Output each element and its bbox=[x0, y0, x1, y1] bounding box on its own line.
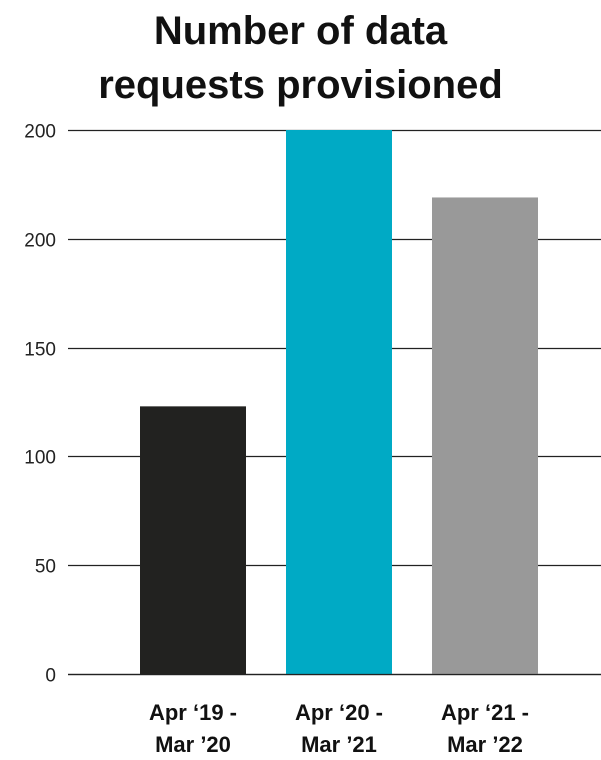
x-axis-labels: Apr ‘19 - Mar ’20 Apr ‘20 - Mar ’21 Apr ‘21 … bbox=[149, 700, 529, 757]
y-tick-label: 200 bbox=[24, 122, 56, 143]
bars bbox=[68, 130, 601, 676]
y-tick-label: 150 bbox=[24, 340, 56, 361]
x-tick-label: Mar ’20 bbox=[155, 732, 231, 757]
x-tick-label: Mar ’22 bbox=[447, 732, 523, 757]
bar bbox=[432, 197, 538, 674]
y-tick-label: 200 bbox=[24, 231, 56, 252]
bar bbox=[140, 406, 246, 674]
chart-title: Number of data requests provisioned bbox=[0, 4, 601, 112]
chart-title-line-2: requests provisioned bbox=[98, 63, 503, 107]
x-tick-label: Apr ‘20 - bbox=[295, 700, 383, 725]
chart-title-line-1: Number of data bbox=[153, 9, 448, 53]
y-tick-label: 50 bbox=[35, 557, 56, 578]
x-tick-label: Apr ‘19 - bbox=[149, 700, 237, 725]
y-tick-label: 100 bbox=[24, 448, 56, 469]
x-tick-label: Mar ’21 bbox=[301, 732, 377, 757]
bar bbox=[286, 130, 392, 674]
y-axis-ticks: 0 50 100 150 200 200 bbox=[24, 122, 56, 687]
y-tick-label: 0 bbox=[45, 666, 56, 687]
x-tick-label: Apr ‘21 - bbox=[441, 700, 529, 725]
